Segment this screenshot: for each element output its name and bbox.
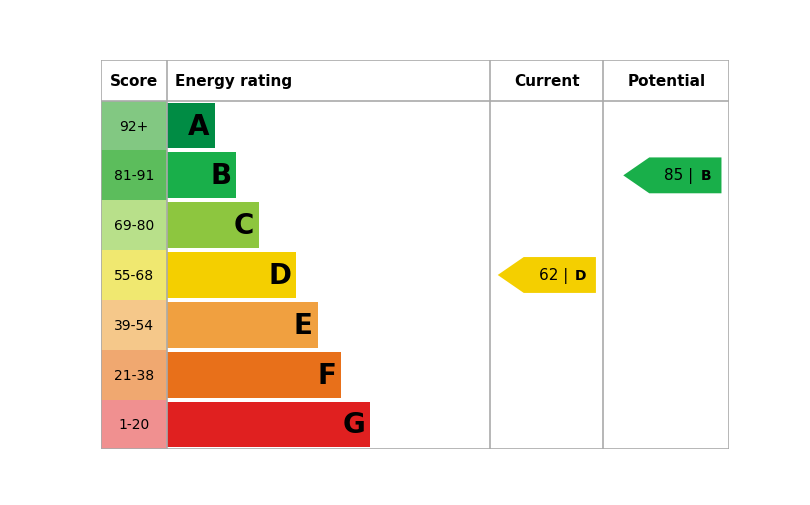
Text: Score: Score [110,74,158,88]
Text: B: B [211,162,232,190]
Bar [101,151,167,201]
Bar [167,153,237,199]
Bar [101,201,167,250]
Text: F: F [317,361,336,389]
Text: B: B [701,169,711,183]
Text: 81-91: 81-91 [114,169,155,183]
Text: 69-80: 69-80 [114,219,155,233]
Text: 21-38: 21-38 [114,368,154,382]
Text: G: G [343,411,365,438]
Text: Potential: Potential [627,74,706,88]
Bar [101,250,167,300]
Bar [167,302,318,348]
Bar [167,352,341,398]
Text: 92+: 92+ [120,119,149,133]
Bar [101,300,167,350]
Text: 55-68: 55-68 [114,269,154,282]
Text: C: C [234,212,254,240]
Text: A: A [188,112,210,140]
Bar [101,102,167,151]
Text: D: D [268,262,292,289]
Text: 1-20: 1-20 [118,418,150,432]
Bar [101,400,167,449]
Text: D: D [575,269,586,282]
Text: 39-54: 39-54 [114,318,154,332]
Text: Energy rating: Energy rating [175,74,292,88]
Polygon shape [497,258,596,293]
Bar [167,203,259,248]
Bar [167,104,215,149]
Bar [167,401,370,447]
Text: 85 |: 85 | [664,168,693,184]
Bar [101,350,167,400]
Text: 62 |: 62 | [539,268,569,283]
Polygon shape [623,158,722,194]
Text: Current: Current [514,74,580,88]
Bar [167,252,296,298]
Text: E: E [294,311,313,339]
